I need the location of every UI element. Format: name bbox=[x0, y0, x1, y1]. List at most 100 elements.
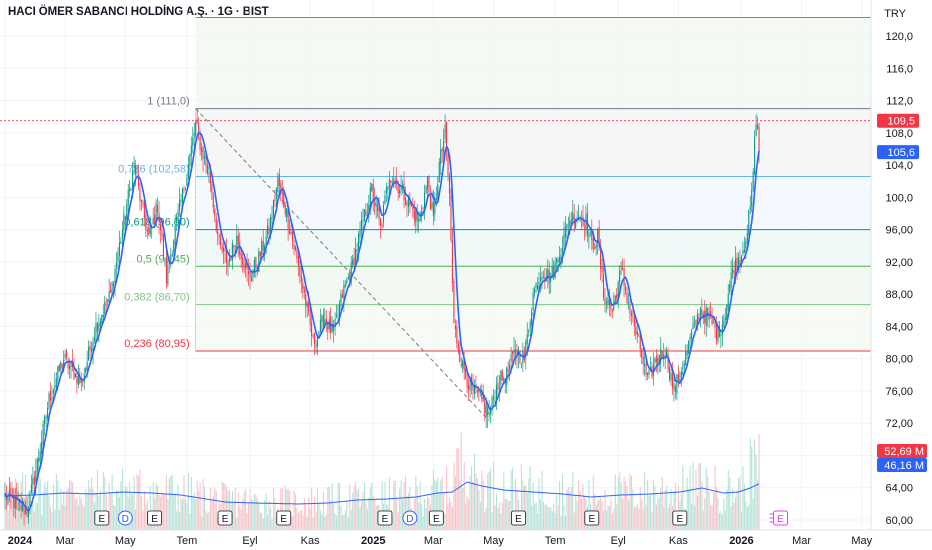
candle-body bbox=[566, 224, 568, 229]
candle-body bbox=[696, 314, 698, 329]
candle-body bbox=[422, 208, 424, 209]
fib-trend-line[interactable] bbox=[195, 108, 490, 422]
volume-bar bbox=[416, 485, 418, 530]
candle-body bbox=[180, 199, 182, 201]
candle-body bbox=[108, 291, 110, 303]
volume-bar bbox=[592, 475, 594, 530]
candle-body bbox=[159, 225, 162, 231]
candle-body bbox=[484, 401, 486, 414]
volume-bar bbox=[651, 511, 653, 530]
earnings-marker[interactable] bbox=[94, 510, 110, 526]
symbol-title[interactable]: HACI ÖMER SABANCI HOLDİNG A.Ş. · 1G · BI… bbox=[8, 6, 269, 18]
price-ma-line bbox=[4, 131, 760, 513]
volume-bar bbox=[625, 481, 627, 530]
candle-body bbox=[196, 119, 198, 124]
volume-bar bbox=[164, 494, 166, 530]
dividend-marker[interactable] bbox=[117, 510, 133, 526]
candle-body bbox=[600, 245, 602, 269]
time-axis[interactable]: 2024 Mar May Tem Eyl Kas 2025 Mar May Tem Eyl Kas 20… bbox=[0, 529, 932, 547]
candle-body bbox=[105, 303, 107, 305]
candle-body bbox=[45, 416, 47, 419]
volume-bar bbox=[487, 473, 489, 530]
volume-bar bbox=[319, 510, 322, 530]
volume-bar bbox=[743, 483, 745, 530]
candle-body bbox=[24, 509, 27, 514]
earnings-marker[interactable] bbox=[147, 510, 163, 526]
candle-body bbox=[522, 351, 524, 364]
dividend-marker[interactable] bbox=[402, 510, 418, 526]
earnings-marker[interactable] bbox=[584, 510, 600, 526]
earnings-marker[interactable] bbox=[377, 510, 393, 526]
earnings-marker[interactable] bbox=[428, 510, 444, 526]
candle-body bbox=[674, 386, 676, 392]
earnings-marker-label: E bbox=[222, 514, 229, 525]
volume-bar bbox=[54, 509, 56, 530]
candle-body bbox=[167, 264, 169, 285]
volume-bar bbox=[548, 507, 550, 530]
volume-bar bbox=[422, 516, 424, 530]
volume-bar bbox=[137, 476, 140, 530]
volume-bar bbox=[605, 510, 608, 530]
volume-bar bbox=[202, 478, 204, 530]
volume-bar bbox=[415, 476, 417, 530]
volume-bar bbox=[564, 515, 566, 530]
volume-bar bbox=[626, 486, 628, 530]
candle-body bbox=[162, 233, 164, 258]
volume-bar bbox=[473, 453, 476, 530]
volume-bar bbox=[569, 492, 571, 530]
candle-body bbox=[384, 195, 386, 204]
volume-bar bbox=[372, 495, 374, 530]
earnings-marker[interactable] bbox=[672, 510, 688, 526]
candle-body bbox=[214, 208, 216, 217]
volume-bar bbox=[199, 482, 201, 530]
candle-body bbox=[510, 354, 512, 362]
earnings-marker[interactable] bbox=[217, 510, 233, 526]
candle-body bbox=[189, 154, 191, 167]
time-tick-label: Kas bbox=[669, 535, 688, 547]
candle-body bbox=[432, 201, 434, 217]
price-tick-label: 88,00 bbox=[885, 289, 913, 301]
candle-body bbox=[605, 302, 608, 304]
volume-bar bbox=[223, 483, 225, 530]
candle-body bbox=[297, 255, 299, 266]
volume-bar bbox=[302, 515, 304, 530]
earnings-marker[interactable] bbox=[511, 510, 526, 526]
currency-label[interactable]: TRY bbox=[884, 8, 906, 20]
candle-body bbox=[412, 206, 414, 210]
candle-body bbox=[472, 383, 474, 391]
candle-body bbox=[651, 367, 653, 378]
volume-bar bbox=[79, 495, 81, 530]
volume-bar bbox=[616, 504, 618, 530]
candle-body bbox=[143, 200, 145, 219]
candle-body bbox=[710, 311, 712, 316]
volume-bar bbox=[503, 472, 505, 530]
candle-body bbox=[591, 230, 593, 241]
volume-bar bbox=[173, 496, 175, 530]
candle-body bbox=[644, 363, 646, 366]
candle-body bbox=[409, 200, 411, 206]
volume-bar bbox=[196, 480, 198, 530]
earnings-marker[interactable] bbox=[276, 510, 292, 526]
candle-body bbox=[324, 319, 326, 327]
volume-bar bbox=[70, 480, 72, 530]
volume-bar bbox=[104, 476, 106, 530]
candle-body bbox=[715, 325, 718, 340]
candle-body bbox=[388, 179, 390, 189]
volume-bar bbox=[184, 499, 187, 530]
volume-bar bbox=[702, 510, 704, 530]
candle-body bbox=[161, 230, 163, 237]
candle-body bbox=[7, 495, 9, 504]
volume-bar bbox=[393, 480, 395, 530]
volume-bar bbox=[248, 502, 250, 530]
candle-body bbox=[221, 246, 223, 251]
volume-bar bbox=[450, 501, 452, 530]
fib-retracement[interactable]: 1 (111,0) 0,786 (102,58) 0,618 (96,00) 0,5 … bbox=[118, 16, 871, 422]
price-axis[interactable]: 120,0 116,0 112,0 108,0 104,0 100,0 96,00 92,00… bbox=[870, 0, 927, 530]
volume-bar bbox=[525, 486, 527, 530]
candle-body bbox=[465, 368, 467, 378]
candle-body bbox=[453, 281, 455, 323]
volume-bar bbox=[165, 474, 167, 530]
earnings-marker-label: E bbox=[280, 514, 287, 525]
